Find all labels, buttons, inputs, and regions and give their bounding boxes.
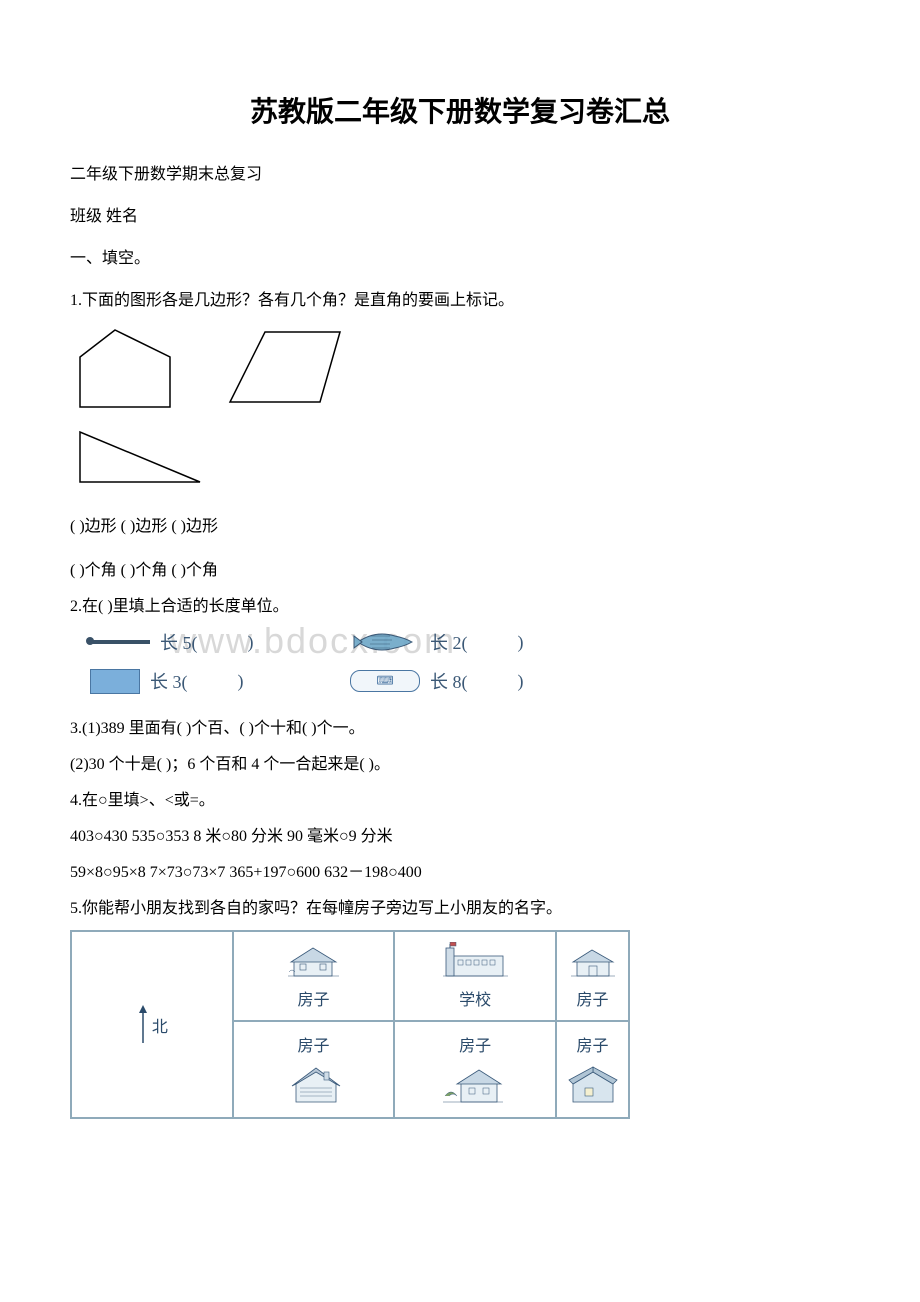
q5-cell-bottom-2: 房子 — [394, 1021, 556, 1118]
q2-fish-text: 长 2( — [430, 629, 468, 655]
q2-keyboard-text: 长 8( — [430, 668, 468, 694]
house-icon — [443, 1062, 508, 1107]
house-icon — [565, 1062, 620, 1107]
q5-cell-bottom-1: 房子 — [233, 1021, 395, 1118]
q5-label-school: 学校 — [459, 986, 491, 1010]
q5-cell-compass: 北 — [71, 931, 233, 1118]
class-name-label: 班级 姓名 — [70, 202, 850, 226]
q5-label-house-3: 房子 — [297, 1032, 329, 1056]
house-icon — [286, 942, 341, 980]
question-4-line2: 59×8○95×8 7×73○73×7 365+197○600 632－198○… — [70, 858, 850, 882]
q5-label-house-5: 房子 — [576, 1032, 608, 1056]
nail-icon — [90, 640, 150, 644]
question-3-1: 3.(1)389 里面有( )个百、( )个十和( )个一。 — [70, 714, 850, 738]
q5-cell-top-1: 房子 — [233, 931, 395, 1021]
pentagon-shape — [70, 322, 180, 412]
q1-answer-edges: ( )边形 ( )边形 ( )边形 — [70, 512, 850, 536]
q5-grid: 房子 学校 房子 北 — [70, 930, 630, 1119]
compass-icon: 北 — [136, 1005, 168, 1045]
q5-cell-top-2: 学校 — [394, 931, 556, 1021]
keyboard-icon — [350, 670, 420, 692]
q5-label-house-4: 房子 — [459, 1032, 491, 1056]
subtitle: 二年级下册数学期末总复习 — [70, 160, 850, 184]
house-icon — [286, 1062, 341, 1107]
question-4-line1: 403○430 535○353 8 米○80 分米 90 毫米○9 分米 — [70, 822, 850, 846]
q2-close-2: ) — [518, 632, 524, 653]
q2-image-block: 长 5( ) 长 2( ) 长 3( ) 长 8( ) — [70, 628, 850, 694]
q2-eraser-text: 长 3( — [150, 668, 188, 694]
school-icon — [438, 942, 513, 980]
question-1: 1.下面的图形各是几边形？各有几个角？是直角的要画上标记。 — [70, 286, 850, 310]
section-1-header: 一、填空。 — [70, 244, 850, 268]
q5-label-house-1: 房子 — [297, 986, 329, 1010]
shapes-row-1 — [70, 322, 850, 412]
q2-close-4: ) — [518, 671, 524, 692]
page-title: 苏教版二年级下册数学复习卷汇总 — [70, 90, 850, 130]
trapezoid-shape — [220, 322, 350, 412]
q5-cell-bottom-3: 房子 — [556, 1021, 629, 1118]
eraser-icon — [90, 669, 140, 694]
q5-cell-top-3: 房子 — [556, 931, 629, 1021]
q2-close-1: ) — [248, 632, 254, 653]
q1-answer-angles: ( )个角 ( )个角 ( )个角 — [70, 556, 850, 580]
q5-label-house-2: 房子 — [576, 986, 608, 1010]
q2-close-3: ) — [238, 671, 244, 692]
question-4: 4.在○里填>、<或=。 — [70, 786, 850, 810]
question-3-2: (2)30 个十是( )；6 个百和 4 个一合起来是( )。 — [70, 750, 850, 774]
triangle-shape — [70, 422, 210, 492]
house-icon — [565, 942, 620, 980]
q2-nail-text: 长 5( — [160, 629, 198, 655]
question-5: 5.你能帮小朋友找到各自的家吗？在每幢房子旁边写上小朋友的名字。 — [70, 894, 850, 918]
shapes-row-2 — [70, 422, 850, 492]
fish-icon — [350, 628, 420, 656]
compass-north-label: 北 — [152, 1013, 168, 1037]
question-2: 2.在( )里填上合适的长度单位。 — [70, 592, 850, 616]
